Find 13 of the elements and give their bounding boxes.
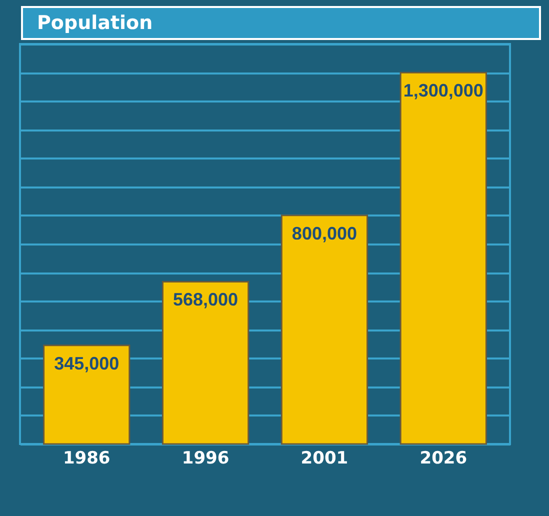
x-tick-label: 2026 <box>420 448 468 468</box>
data-label: 1,300,000 <box>403 80 484 101</box>
bar <box>400 72 487 445</box>
bar <box>280 214 368 445</box>
data-label: 568,000 <box>172 290 238 310</box>
x-tick-label: 2001 <box>300 448 348 468</box>
data-label: 800,000 <box>292 223 358 244</box>
x-tick-label: 1986 <box>62 448 110 468</box>
chart-title: Population <box>21 6 541 40</box>
bar <box>162 280 250 445</box>
bar <box>43 344 130 445</box>
x-tick-label: 1996 <box>182 448 230 468</box>
data-label: 345,000 <box>54 353 120 374</box>
